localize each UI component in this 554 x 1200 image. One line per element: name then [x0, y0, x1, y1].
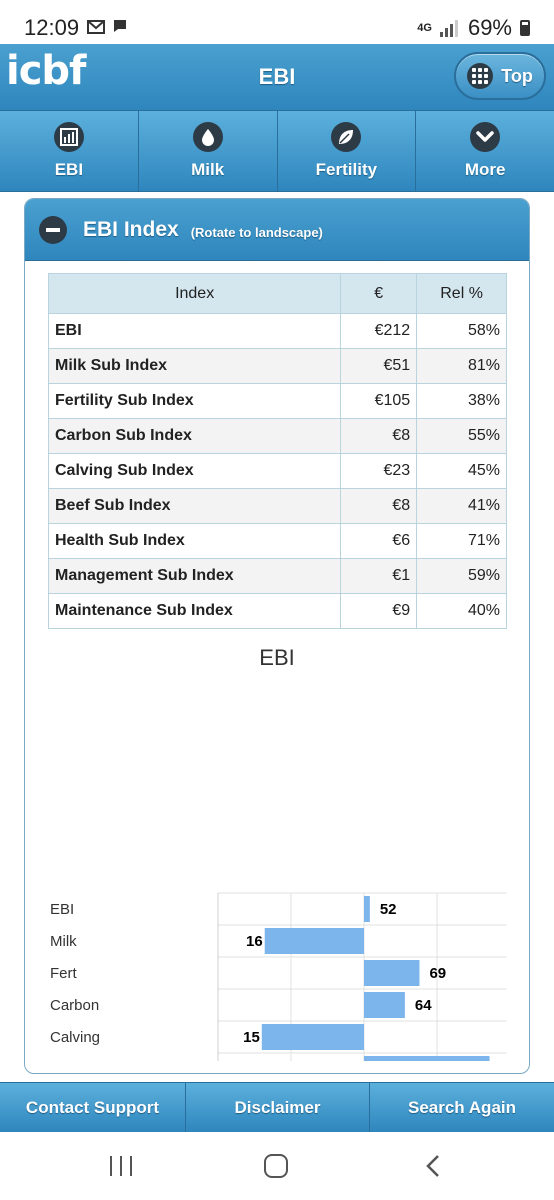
reliability-cell: 59% — [416, 558, 507, 594]
home-icon[interactable] — [264, 1154, 288, 1178]
index-name-cell: Management Sub Index — [47, 558, 342, 594]
euro-value-cell: €8 — [340, 418, 418, 454]
contact-support-button[interactable]: Contact Support — [0, 1083, 186, 1132]
bar-milk — [264, 928, 364, 954]
table-header-row: Index € Rel % — [47, 273, 507, 314]
chat-icon — [114, 19, 127, 32]
table-row: Carbon Sub Index €8 55% — [47, 418, 507, 454]
panel-subtitle: (Rotate to landscape) — [190, 225, 323, 240]
bar-ebi — [364, 896, 370, 922]
status-time: 12:09 — [24, 15, 80, 40]
panel-title: EBI Index — [83, 217, 179, 241]
nav-item-fertility[interactable]: Fertility — [278, 111, 417, 191]
reliability-cell: 55% — [416, 418, 507, 454]
data-label: 15 — [243, 1029, 260, 1046]
category-label: Milk — [50, 933, 77, 950]
table-row: Fertility Sub Index €105 38% — [47, 383, 507, 419]
category-label: EBI — [50, 901, 74, 918]
collapse-minus-icon[interactable] — [39, 215, 67, 244]
drop-icon — [192, 122, 223, 152]
data-label: 69 — [429, 965, 446, 982]
table-row: EBI €212 58% — [47, 313, 507, 349]
table-row: Calving Sub Index €23 45% — [47, 453, 507, 489]
table-row: Management Sub Index €1 59% — [47, 558, 507, 594]
data-label: 16 — [246, 933, 263, 950]
category-label: Fert — [50, 965, 78, 982]
ebi-percentile-chart: EBIEBI52Milk16Fert69Carbon64Calving15Bee… — [48, 635, 507, 1061]
reliability-cell: 45% — [416, 453, 507, 489]
footer-bar: Contact Support Disclaimer Search Again — [0, 1082, 554, 1132]
top-button[interactable]: Top — [454, 52, 546, 100]
index-name-cell: Milk Sub Index — [47, 348, 342, 384]
top-button-label: Top — [501, 65, 533, 86]
category-label: Calving — [50, 1029, 100, 1046]
euro-value-cell: €6 — [340, 523, 418, 559]
nav-item-milk[interactable]: Milk — [139, 111, 278, 191]
nav-item-more[interactable]: More — [416, 111, 554, 191]
index-name-cell: Calving Sub Index — [47, 453, 342, 489]
euro-value-cell: €8 — [340, 488, 418, 524]
bar-beef — [364, 1056, 490, 1061]
euro-value-cell: €51 — [340, 348, 418, 384]
system-navigation-bar — [0, 1132, 554, 1200]
column-header: Rel % — [416, 273, 507, 314]
nav-label-milk: Milk — [191, 160, 225, 179]
reliability-cell: 71% — [416, 523, 507, 559]
bar-carbon — [364, 992, 405, 1018]
nav-label-ebi: EBI — [54, 160, 84, 179]
bar-calving — [261, 1024, 364, 1050]
table-row: Maintenance Sub Index €9 40% — [47, 593, 507, 629]
index-name-cell: Health Sub Index — [47, 523, 342, 559]
search-again-button[interactable]: Search Again — [407, 1097, 517, 1117]
bar-fert — [364, 960, 420, 986]
reliability-cell: 41% — [416, 488, 507, 524]
grid-icon — [467, 63, 494, 89]
notification-icons — [87, 18, 128, 39]
index-name-cell: Beef Sub Index — [47, 488, 342, 524]
index-name-cell: EBI — [47, 313, 342, 349]
index-name-cell: Fertility Sub Index — [47, 383, 342, 419]
ebi-table: Index € Rel % EBI €212 58% Milk Sub Index €5… — [47, 273, 507, 629]
network-type: 4G — [417, 21, 432, 34]
back-icon[interactable] — [424, 1154, 442, 1178]
bar-chart-icon — [53, 122, 84, 152]
reliability-cell: 58% — [416, 313, 507, 349]
icbf-logo: icbf — [6, 48, 86, 94]
category-label: Carbon — [50, 997, 99, 1014]
euro-value-cell: €212 — [340, 313, 418, 349]
mail-icon — [87, 19, 106, 34]
panel-header[interactable]: EBI Index (Rotate to landscape) — [25, 199, 529, 261]
battery-icon — [520, 20, 530, 36]
nav-label-fertility: Fertility — [315, 160, 378, 179]
ebi-index-panel: EBI Index (Rotate to landscape) Index € … — [24, 198, 530, 1074]
disclaimer-button[interactable]: Disclaimer — [186, 1083, 370, 1132]
euro-value-cell: €1 — [340, 558, 418, 594]
battery-level: 69% — [467, 15, 512, 40]
nav-bar: EBI Milk Fertility More — [0, 110, 554, 192]
reliability-cell: 38% — [416, 383, 507, 419]
recent-apps-icon[interactable] — [110, 1156, 132, 1176]
euro-value-cell: €9 — [340, 593, 418, 629]
reliability-cell: 40% — [416, 593, 507, 629]
table-row: Beef Sub Index €8 41% — [47, 488, 507, 524]
euro-value-cell: €23 — [340, 453, 418, 489]
data-label: 64 — [415, 997, 432, 1014]
data-label: 52 — [380, 901, 397, 918]
page-title: EBI — [258, 64, 296, 89]
index-name-cell: Maintenance Sub Index — [47, 593, 342, 629]
app-header: icbf EBI Top — [0, 44, 554, 110]
chart-title: EBI — [259, 645, 294, 670]
index-name-cell: Carbon Sub Index — [47, 418, 342, 454]
table-row: Health Sub Index €6 71% — [47, 523, 507, 559]
nav-item-ebi[interactable]: EBI — [0, 111, 139, 191]
nav-label-more: More — [464, 160, 506, 179]
table-row: Milk Sub Index €51 81% — [47, 348, 507, 384]
reliability-cell: 81% — [416, 348, 507, 384]
euro-value-cell: €105 — [340, 383, 418, 419]
chevron-down-icon — [470, 122, 501, 152]
column-header: Index — [47, 273, 342, 314]
signal-icon — [439, 19, 460, 37]
leaf-icon — [331, 122, 362, 152]
column-header: € — [340, 273, 418, 314]
